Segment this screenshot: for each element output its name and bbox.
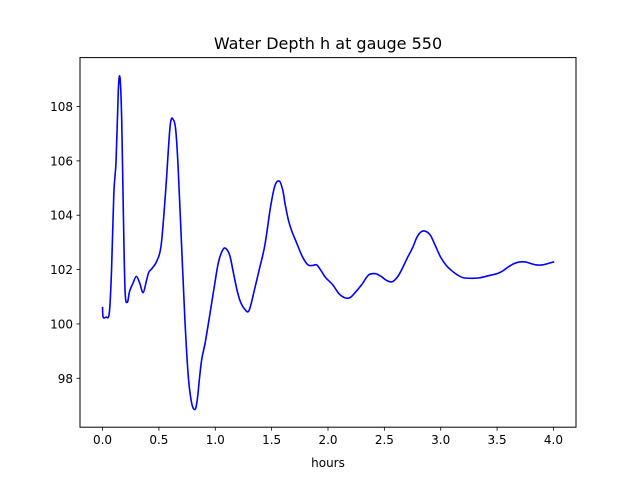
x-tick-label: 0.5 (149, 433, 168, 447)
y-tick-label: 104 (50, 209, 73, 223)
y-tick-label: 100 (50, 317, 73, 331)
x-tick-label: 1.5 (262, 433, 281, 447)
x-tick-label: 2.0 (318, 433, 337, 447)
x-tick-label: 3.0 (431, 433, 450, 447)
y-tick-label: 98 (58, 372, 73, 386)
x-tick-label: 1.0 (206, 433, 225, 447)
plot-area (80, 57, 576, 428)
y-tick-label: 106 (50, 154, 73, 168)
series-layer (101, 75, 555, 411)
y-tick-label: 102 (50, 263, 73, 277)
series-line (101, 75, 555, 411)
y-axis-ticks: 98 100 102 104 106 108 (50, 100, 80, 386)
x-tick-label: 4.0 (544, 433, 563, 447)
x-axis-ticks: 0.0 0.5 1.0 1.5 2.0 2.5 3.0 3.5 4.0 (93, 427, 563, 447)
x-tick-label: 3.5 (488, 433, 507, 447)
x-tick-label: 2.5 (375, 433, 394, 447)
x-tick-label: 0.0 (93, 433, 112, 447)
y-tick-label: 108 (50, 100, 73, 114)
chart-title: Water Depth h at gauge 550 (214, 34, 442, 53)
x-axis-label: hours (311, 456, 345, 470)
